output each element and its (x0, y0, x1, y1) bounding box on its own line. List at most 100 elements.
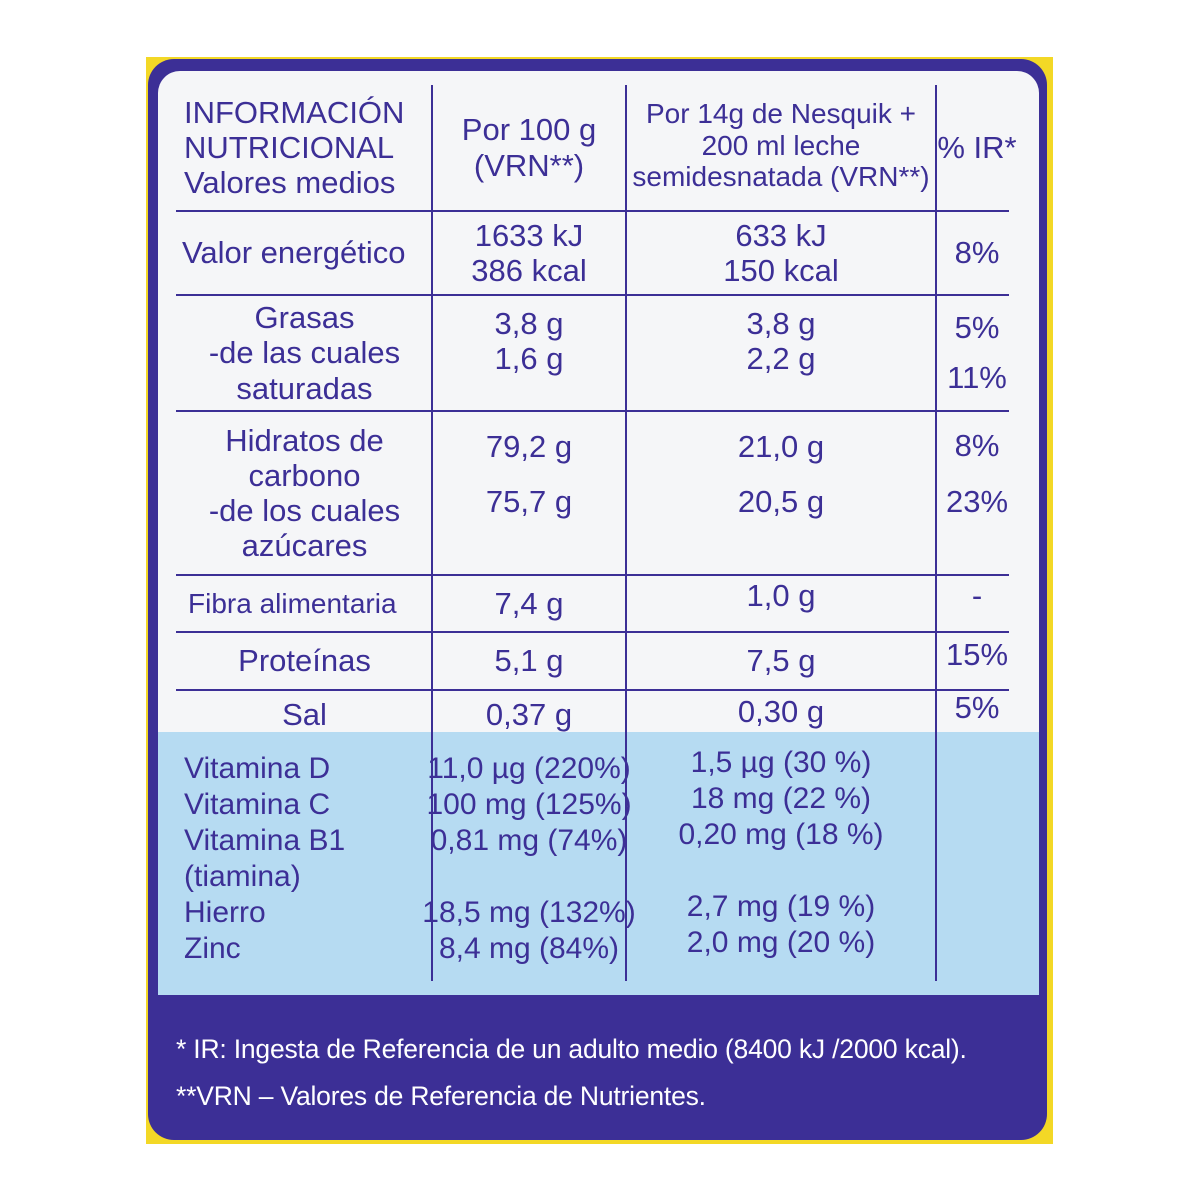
sugars-ir: 23% (945, 484, 1009, 519)
fat-label: Grasas (254, 300, 355, 336)
row-energy-label: Valor energético (182, 212, 431, 294)
salt-per100: 0,37 g (485, 697, 573, 733)
row-salt-ir: 5% (937, 687, 1017, 729)
sugars-sublabel: azúcares (241, 528, 368, 564)
saturated-ir: 11% (947, 360, 1007, 395)
row-divider (176, 410, 1009, 412)
row-fat-label: Grasas -de las cuales saturadas (178, 296, 431, 410)
row-protein-serving: 7,5 g (627, 633, 935, 689)
vitamin-d-serving: 1,5 µg (30 %) (690, 746, 872, 779)
energy-serving-kj: 633 kJ (735, 217, 827, 253)
nutrition-table: INFORMACIÓN NUTRICIONAL Valores medios P… (158, 71, 1039, 995)
carbs-ir: 8% (954, 428, 1000, 463)
energy-ir: 8% (954, 235, 1000, 270)
row-fat-per100: 3,8 g 1,6 g (433, 296, 625, 386)
vitamin-b1-serving: 0,20 mg (18 %) (678, 818, 884, 851)
row-carbs-ir: 8% 23% (937, 412, 1017, 536)
saturated-per100: 1,6 g (494, 341, 564, 376)
row-energy-per100: 1633 kJ 386 kcal (433, 212, 625, 294)
salt-ir: 5% (954, 690, 1000, 725)
vitamins-serving: 1,5 µg (30 %) 18 mg (22 %) 0,20 mg (18 %… (627, 745, 935, 981)
protein-per100: 5,1 g (494, 643, 564, 679)
fat-per100: 3,8 g (494, 305, 564, 341)
row-protein-per100: 5,1 g (433, 633, 625, 689)
row-energy-ir: 8% (937, 212, 1017, 294)
protein-serving: 7,5 g (746, 643, 816, 679)
vitamins-labels: Vitamina D Vitamina C Vitamina B1 (tiami… (184, 751, 431, 987)
row-carbs-label: Hidratos de carbono -de los cuales azúca… (178, 412, 431, 574)
vitamin-d-per100: 11,0 µg (220%) (427, 752, 631, 785)
header-title-line: Valores medios (184, 165, 396, 200)
fiber-per100: 7,4 g (494, 585, 564, 621)
energy-per100-kj: 1633 kJ (474, 217, 584, 253)
row-protein-ir: 15% (937, 627, 1017, 683)
fiber-ir: - (971, 578, 983, 613)
fat-sublabel: saturadas (236, 370, 373, 406)
header-per-serving: Por 14g de Nesquik + 200 ml leche semide… (627, 81, 935, 210)
vitamin-b1-per100: 0,81 mg (74%) (430, 824, 628, 857)
column-divider (431, 85, 433, 981)
zinc-per100: 8,4 mg (84%) (438, 932, 620, 965)
vitamins-per100: 11,0 µg (220%) 100 mg (125%) 0,81 mg (74… (422, 751, 635, 987)
sugars-serving: 20,5 g (737, 484, 825, 519)
fiber-label: Fibra alimentaria (188, 587, 397, 619)
saturated-serving: 2,2 g (746, 341, 816, 376)
row-carbs-serving: 21,0 g 20,5 g (627, 412, 935, 536)
row-divider (176, 631, 1009, 633)
vitamin-label: Hierro (184, 896, 266, 929)
carbs-serving: 21,0 g (737, 428, 825, 464)
row-divider (176, 210, 1009, 212)
row-fat-ir: 5% 11% (937, 303, 1017, 403)
carbs-label: Hidratos de (225, 422, 384, 458)
row-fiber-per100: 7,4 g (433, 576, 625, 631)
header-per-100g-line: Por 100 g (461, 112, 597, 148)
energy-label: Valor energético (182, 235, 406, 271)
header-title-line: NUTRICIONAL (184, 129, 395, 165)
row-salt-serving: 0,30 g (627, 691, 935, 733)
header-per-serving-line: Por 14g de Nesquik + (645, 98, 917, 130)
header-ir: % IR* (937, 85, 1017, 210)
vitamin-label: Vitamina D (184, 752, 331, 785)
row-protein-label: Proteínas (178, 633, 431, 689)
row-salt-label: Sal (178, 691, 431, 739)
vitamin-c-per100: 100 mg (125%) (426, 788, 632, 821)
iron-per100: 18,5 mg (132%) (422, 896, 636, 929)
column-divider (935, 85, 937, 981)
row-fiber-ir: - (937, 571, 1017, 621)
vitamins-band (158, 732, 1039, 995)
sugars-per100: 75,7 g (485, 484, 573, 519)
header-per-100g-line: (VRN**) (473, 147, 585, 183)
header-per-serving-line: semidesnatada (VRN**) (632, 161, 930, 193)
salt-serving: 0,30 g (737, 694, 825, 730)
sugars-sublabel: -de los cuales (208, 493, 401, 528)
protein-ir: 15% (945, 637, 1009, 672)
header-ir-label: % IR* (937, 129, 1017, 165)
row-energy-serving: 633 kJ 150 kcal (627, 212, 935, 294)
row-fiber-label: Fibra alimentaria (188, 576, 431, 631)
footnote-vrn: **VRN – Valores de Referencia de Nutrien… (176, 1081, 706, 1111)
carbs-label: carbono (248, 457, 361, 493)
row-divider (176, 689, 1009, 691)
header-title-line: INFORMACIÓN (184, 94, 405, 130)
vitamin-label: Zinc (184, 932, 241, 965)
fat-ir: 5% (954, 310, 1000, 345)
row-salt-per100: 0,37 g (433, 691, 625, 739)
protein-label: Proteínas (238, 643, 371, 679)
vitamin-label: Vitamina C (184, 788, 331, 821)
salt-label: Sal (282, 697, 327, 733)
fiber-serving: 1,0 g (746, 578, 816, 614)
vitamin-label: (tiamina) (184, 860, 301, 893)
carbs-per100: 79,2 g (485, 428, 573, 464)
row-divider (176, 574, 1009, 576)
header-per-100g: Por 100 g (VRN**) (433, 85, 625, 210)
header-per-serving-line: 200 ml leche (701, 129, 861, 161)
energy-serving-kcal: 150 kcal (723, 253, 839, 288)
footnote-ir: * IR: Ingesta de Referencia de un adulto… (176, 1034, 967, 1064)
row-divider (176, 294, 1009, 296)
row-fiber-serving: 1,0 g (627, 571, 935, 621)
header-nutrition-info: INFORMACIÓN NUTRICIONAL Valores medios (184, 85, 431, 210)
vitamin-label: Vitamina B1 (184, 824, 346, 857)
iron-serving: 2,7 mg (19 %) (686, 890, 876, 923)
row-carbs-per100: 79,2 g 75,7 g (433, 412, 625, 536)
fat-sublabel: -de las cuales (208, 335, 401, 371)
